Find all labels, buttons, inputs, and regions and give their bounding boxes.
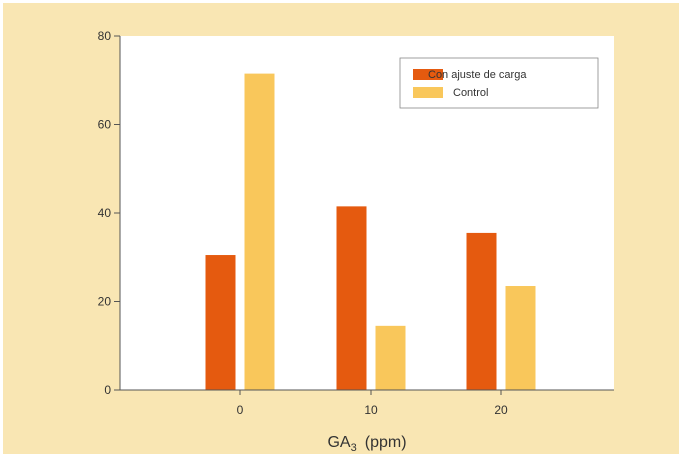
x-tick-label: 10 (364, 403, 378, 417)
legend-swatch-control (413, 87, 443, 98)
y-tick-label: 60 (98, 118, 112, 132)
bars-group (205, 73, 536, 391)
chart-figure: 0 20 40 60 80 0 10 20 Con ajuste de carga Cont… (3, 3, 679, 454)
bar-control-10 (375, 325, 406, 390)
bar-con-ajuste-0 (205, 255, 236, 390)
bar-con-ajuste-10 (336, 206, 367, 390)
x-tick-label: 20 (494, 403, 508, 417)
x-axis-title-subscript: 3 (351, 442, 357, 454)
bar-con-ajuste-20 (466, 232, 497, 390)
y-tick-label: 20 (98, 295, 112, 309)
x-axis: 0 10 20 (237, 390, 508, 417)
legend-box (399, 57, 599, 109)
bar-chart: 0 20 40 60 80 0 10 20 Con ajuste de carga Cont… (98, 29, 614, 454)
legend-swatch-con-ajuste (413, 69, 443, 80)
bar-control-0 (244, 73, 275, 391)
x-axis-title: GA3 (ppm) (327, 434, 406, 454)
y-axis: 0 20 40 60 80 (98, 29, 120, 397)
legend: Con ajuste de carga Control (399, 57, 599, 109)
legend-label-con-ajuste: Con ajuste de carga (428, 69, 527, 81)
x-tick-label: 0 (237, 403, 244, 417)
bar-control-20 (505, 286, 536, 390)
x-axis-title-main: GA (327, 434, 350, 451)
y-tick-label: 0 (104, 383, 111, 397)
y-tick-label: 40 (98, 206, 112, 220)
x-axis-title-unit: (ppm) (365, 434, 407, 451)
legend-label-control: Control (453, 87, 488, 99)
y-tick-label: 80 (98, 29, 112, 43)
